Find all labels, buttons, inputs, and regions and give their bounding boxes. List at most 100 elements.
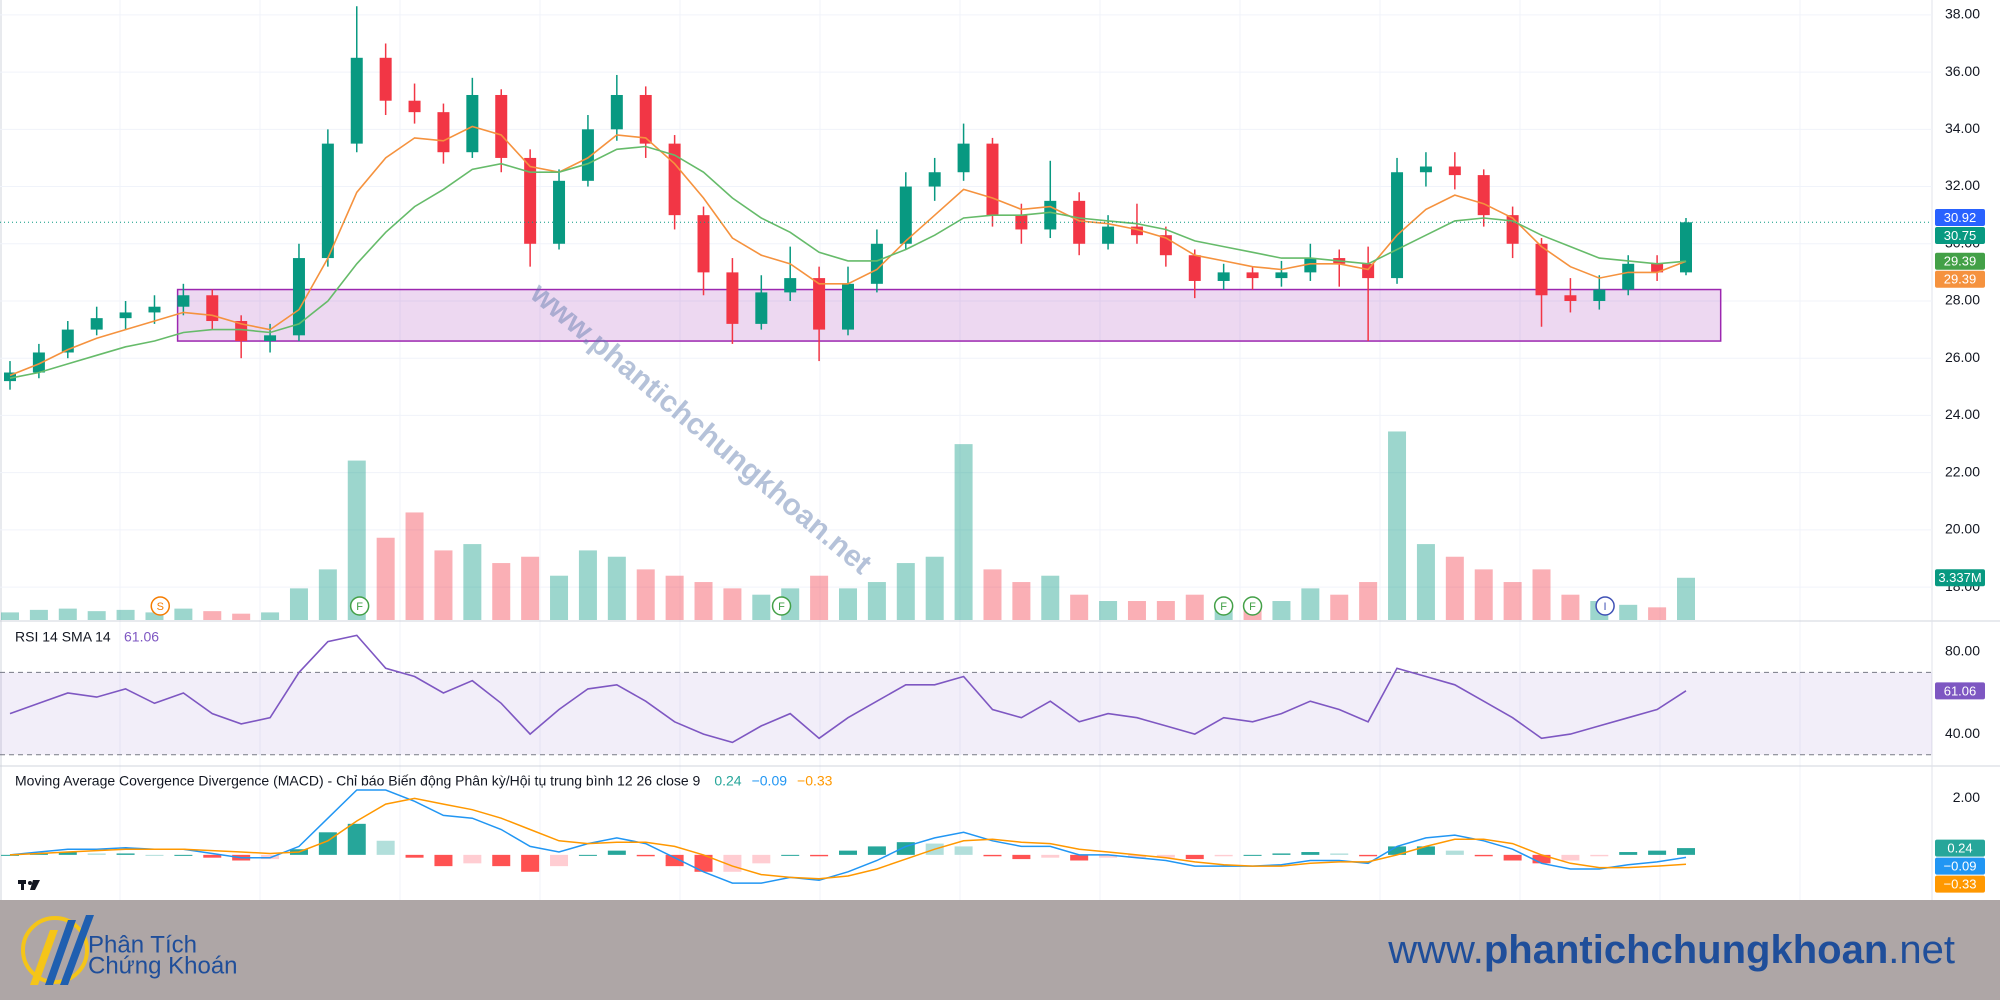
volume-bar — [1445, 556, 1464, 620]
volume-bar — [347, 460, 366, 620]
candle-body — [408, 100, 421, 113]
volume-bar — [1012, 582, 1031, 620]
rsi-tick-label: 80.00 — [1945, 643, 1980, 659]
macd-legend-value: 0.24 — [714, 773, 741, 789]
footer-site: www.phantichchungkhoan.net — [1387, 928, 1955, 972]
macd-histogram-bar — [1301, 852, 1320, 855]
macd-histogram-bar — [1012, 854, 1031, 860]
macd-histogram-bar — [1041, 854, 1060, 858]
tv-logo-part — [28, 881, 32, 885]
macd-badge-bg — [1935, 839, 1985, 857]
volume-bar — [1156, 601, 1175, 620]
volume-bar — [1, 612, 19, 620]
macd-histogram-bar — [954, 846, 973, 855]
volume-bar — [810, 575, 829, 620]
volume-bar — [723, 588, 742, 620]
tv-logo-part — [21, 880, 24, 890]
candle-body — [928, 172, 941, 187]
volume-bar — [434, 550, 453, 620]
rsi-badge-bg — [1935, 682, 1985, 700]
macd-histogram-bar — [1561, 854, 1580, 861]
price-badge: 30.92 — [1944, 210, 1977, 225]
macd-histogram-bar — [521, 854, 540, 872]
macd-badge-bg — [1935, 857, 1985, 875]
macd-histogram-bar — [174, 854, 193, 856]
candle-body — [1102, 226, 1115, 244]
volume-bar — [521, 556, 540, 620]
price-badge: 30.75 — [1944, 228, 1977, 243]
volume-bar — [232, 613, 251, 620]
macd-histogram-bar — [1214, 854, 1233, 857]
candle-body — [726, 272, 739, 324]
event-label: I — [1604, 601, 1607, 613]
macd-line — [9, 789, 1687, 884]
macd-histogram-bar — [983, 854, 1002, 857]
rsi-panel — [0, 634, 1932, 756]
candle-body — [1448, 166, 1461, 176]
macd-legend-value: −0.33 — [797, 773, 833, 789]
candle-body — [1651, 263, 1664, 273]
y-tick-label: 32.00 — [1945, 177, 1980, 193]
event-marker — [771, 596, 792, 616]
macd-histogram-bar — [1388, 846, 1407, 855]
rsi-current: 61.06 — [124, 629, 159, 645]
macd-histogram-bar — [1272, 853, 1291, 855]
candle-body — [755, 292, 768, 324]
event-label: F — [778, 601, 785, 613]
macd-badge: 0.24 — [1947, 841, 1972, 856]
candle-body — [437, 112, 450, 153]
macd-histogram-bar — [1677, 848, 1695, 855]
macd-histogram-bar — [1619, 852, 1638, 855]
volume-bar — [925, 556, 944, 620]
rsi-line — [9, 634, 1687, 744]
y-tick-label: 36.00 — [1945, 63, 1980, 79]
volume-bar — [607, 556, 626, 620]
candle-body — [1622, 263, 1635, 290]
candle-body — [1246, 272, 1259, 279]
y-tick-label: 28.00 — [1945, 292, 1980, 308]
volume-bar — [752, 594, 771, 620]
candle-body — [870, 243, 883, 284]
candle-body — [61, 329, 74, 353]
candle-body — [4, 372, 16, 382]
volume-bar — [203, 611, 222, 620]
macd-histogram-bar — [550, 854, 569, 867]
event-label: F — [1249, 601, 1256, 613]
volume-bar — [1474, 569, 1493, 620]
volume-bar — [1185, 594, 1204, 620]
event-label: S — [157, 601, 164, 613]
macd-histogram-bar — [665, 854, 684, 867]
volume-bar — [694, 582, 713, 620]
y-tick-label: 38.00 — [1945, 6, 1980, 22]
moving-average — [9, 125, 1687, 377]
macd-histogram-bar — [58, 852, 77, 855]
price-badge: 29.39 — [1944, 272, 1977, 287]
footer-logo-icon — [21, 915, 94, 985]
macd-histogram-bar — [347, 823, 366, 855]
macd-histogram-bar — [1070, 854, 1089, 861]
candle-body — [235, 321, 248, 342]
volume-bar — [492, 563, 511, 620]
candle-body — [148, 306, 161, 313]
candle-body — [1275, 272, 1288, 279]
macd-histogram-bar — [1, 854, 19, 856]
macd-histogram-bar — [1590, 854, 1609, 857]
candle-body — [379, 57, 392, 101]
candle-body — [697, 215, 710, 273]
candle-body — [986, 143, 999, 216]
volume-bar — [1648, 607, 1667, 620]
macd-histogram-bar — [1099, 854, 1118, 858]
volume-bar — [289, 588, 308, 620]
candle-body — [784, 278, 797, 293]
volume-bar — [29, 609, 48, 620]
macd-histogram-bar — [116, 853, 135, 855]
candle-body — [524, 157, 537, 244]
volume-bar — [1099, 601, 1118, 620]
volume-bar — [1532, 569, 1551, 620]
macd-title: Moving Average Covergence Divergence (MA… — [15, 773, 701, 789]
macd-badge: −0.33 — [1944, 877, 1977, 892]
macd-histogram-bar — [1243, 854, 1262, 856]
y-tick-label: 26.00 — [1945, 349, 1980, 365]
